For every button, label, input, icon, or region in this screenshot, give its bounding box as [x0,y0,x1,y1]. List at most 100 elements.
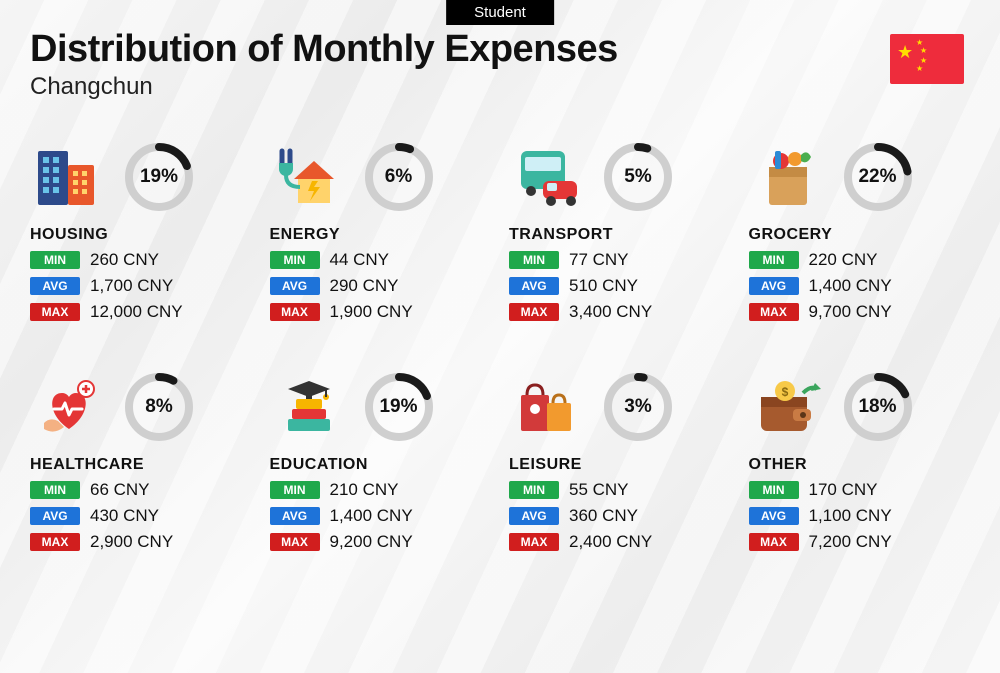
max-badge: MAX [30,533,80,551]
avg-value: 360 CNY [569,506,638,526]
category-grid: 19% HOUSING MIN 260 CNY AVG 1,700 CNY MA… [30,138,970,552]
stat-row-max: MAX 9,700 CNY [749,302,971,322]
avg-value: 1,400 CNY [809,276,892,296]
category-card-transport: 5% TRANSPORT MIN 77 CNY AVG 510 CNY MAX … [509,138,731,322]
bus-car-icon [509,138,587,216]
stat-row-avg: AVG 360 CNY [509,506,731,526]
max-badge: MAX [749,533,799,551]
avg-value: 1,400 CNY [330,506,413,526]
stat-row-min: MIN 260 CNY [30,250,252,270]
min-value: 77 CNY [569,250,629,270]
category-card-other: $ 18% OTHER MIN 170 CNY AVG 1,100 CNY MA… [749,368,971,552]
category-card-housing: 19% HOUSING MIN 260 CNY AVG 1,700 CNY MA… [30,138,252,322]
grocery-bag-icon [749,138,827,216]
wallet-arrow-icon: $ [749,368,827,446]
avg-badge: AVG [749,507,799,525]
category-card-leisure: 3% LEISURE MIN 55 CNY AVG 360 CNY MAX 2,… [509,368,731,552]
max-badge: MAX [30,303,80,321]
stat-row-max: MAX 12,000 CNY [30,302,252,322]
max-value: 9,700 CNY [809,302,892,322]
min-badge: MIN [30,481,80,499]
city-subtitle: Changchun [30,73,970,101]
percent-label: 3% [601,370,675,444]
stat-row-max: MAX 7,200 CNY [749,532,971,552]
percent-label: 18% [841,370,915,444]
shopping-bags-icon [509,368,587,446]
percent-ring-transport: 5% [601,140,675,214]
max-value: 9,200 CNY [330,532,413,552]
min-badge: MIN [509,481,559,499]
percent-label: 8% [122,370,196,444]
max-value: 3,400 CNY [569,302,652,322]
max-badge: MAX [270,533,320,551]
category-card-energy: 6% ENERGY MIN 44 CNY AVG 290 CNY MAX 1,9… [270,138,492,322]
max-badge: MAX [749,303,799,321]
stat-row-max: MAX 9,200 CNY [270,532,492,552]
min-value: 220 CNY [809,250,878,270]
stat-row-min: MIN 170 CNY [749,480,971,500]
category-name: EDUCATION [270,456,492,474]
min-value: 210 CNY [330,480,399,500]
avg-value: 510 CNY [569,276,638,296]
min-badge: MIN [749,251,799,269]
stat-row-avg: AVG 1,700 CNY [30,276,252,296]
avg-badge: AVG [30,507,80,525]
energy-house-icon [270,138,348,216]
category-name: LEISURE [509,456,731,474]
category-card-healthcare: 8% HEALTHCARE MIN 66 CNY AVG 430 CNY MAX… [30,368,252,552]
category-name: OTHER [749,456,971,474]
stat-row-avg: AVG 510 CNY [509,276,731,296]
min-badge: MIN [749,481,799,499]
avg-badge: AVG [270,507,320,525]
category-name: HEALTHCARE [30,456,252,474]
avg-badge: AVG [509,277,559,295]
percent-ring-housing: 19% [122,140,196,214]
percent-label: 19% [362,370,436,444]
min-value: 66 CNY [90,480,150,500]
category-name: HOUSING [30,226,252,244]
avg-value: 290 CNY [330,276,399,296]
percent-label: 19% [122,140,196,214]
percent-label: 22% [841,140,915,214]
max-value: 7,200 CNY [809,532,892,552]
min-value: 260 CNY [90,250,159,270]
category-card-grocery: 22% GROCERY MIN 220 CNY AVG 1,400 CNY MA… [749,138,971,322]
percent-label: 6% [362,140,436,214]
percent-ring-grocery: 22% [841,140,915,214]
max-badge: MAX [270,303,320,321]
stat-row-min: MIN 210 CNY [270,480,492,500]
min-badge: MIN [509,251,559,269]
page-title: Distribution of Monthly Expenses [30,28,970,71]
max-value: 12,000 CNY [90,302,183,322]
stat-row-min: MIN 77 CNY [509,250,731,270]
max-badge: MAX [509,533,559,551]
buildings-icon [30,138,108,216]
category-name: TRANSPORT [509,226,731,244]
max-value: 2,400 CNY [569,532,652,552]
graduation-books-icon [270,368,348,446]
avg-badge: AVG [749,277,799,295]
max-value: 2,900 CNY [90,532,173,552]
student-badge: Student [446,0,554,25]
min-badge: MIN [30,251,80,269]
svg-text:$: $ [781,385,788,399]
stat-row-max: MAX 1,900 CNY [270,302,492,322]
header: Distribution of Monthly Expenses Changch… [30,28,970,101]
min-value: 44 CNY [330,250,390,270]
percent-ring-healthcare: 8% [122,370,196,444]
stat-row-min: MIN 44 CNY [270,250,492,270]
avg-value: 430 CNY [90,506,159,526]
stat-row-max: MAX 2,400 CNY [509,532,731,552]
category-name: GROCERY [749,226,971,244]
stat-row-avg: AVG 1,400 CNY [270,506,492,526]
avg-badge: AVG [509,507,559,525]
stat-row-min: MIN 66 CNY [30,480,252,500]
max-value: 1,900 CNY [330,302,413,322]
stat-row-avg: AVG 290 CNY [270,276,492,296]
percent-ring-leisure: 3% [601,370,675,444]
avg-value: 1,100 CNY [809,506,892,526]
category-name: ENERGY [270,226,492,244]
avg-badge: AVG [270,277,320,295]
stat-row-avg: AVG 430 CNY [30,506,252,526]
stat-row-max: MAX 2,900 CNY [30,532,252,552]
